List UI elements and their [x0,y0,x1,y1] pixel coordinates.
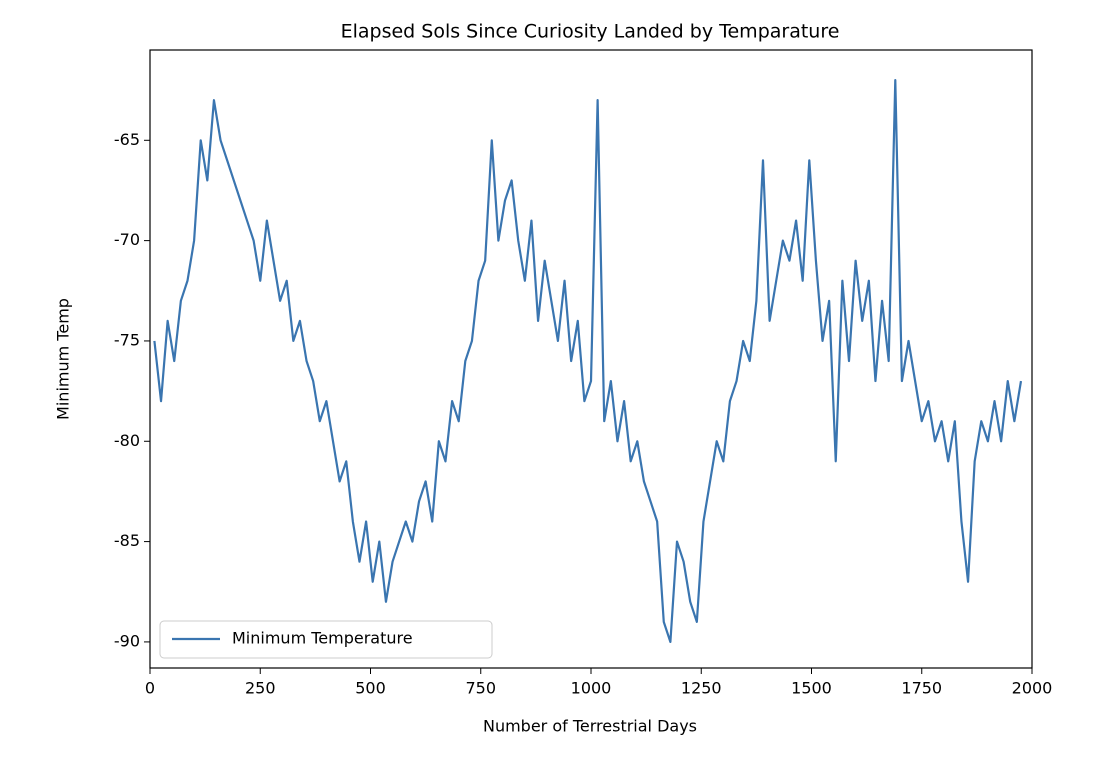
y-tick-label: -70 [114,230,140,249]
legend-label: Minimum Temperature [232,629,413,648]
y-tick-label: -65 [114,130,140,149]
x-axis-label: Number of Terrestrial Days [483,717,697,736]
x-tick-label: 1500 [791,679,832,698]
y-tick-label: -90 [114,631,140,650]
plot-frame [149,49,1033,669]
x-tick-label: 1000 [571,679,612,698]
x-tick-label: 250 [245,679,276,698]
y-axis-label: Minimum Temp [54,298,73,420]
x-tick-label: 2000 [1012,679,1053,698]
x-tick-label: 1250 [681,679,722,698]
x-tick-label: 500 [355,679,386,698]
y-tick-label: -85 [114,531,140,550]
x-tick-label: 750 [465,679,496,698]
data-line [153,79,1023,644]
legend-box [159,620,493,659]
y-tick-label: -80 [114,431,140,450]
x-tick-label: 0 [145,679,155,698]
x-tick-label: 1750 [901,679,942,698]
chart-title: Elapsed Sols Since Curiosity Landed by T… [341,21,840,43]
y-tick-label: -75 [114,330,140,349]
